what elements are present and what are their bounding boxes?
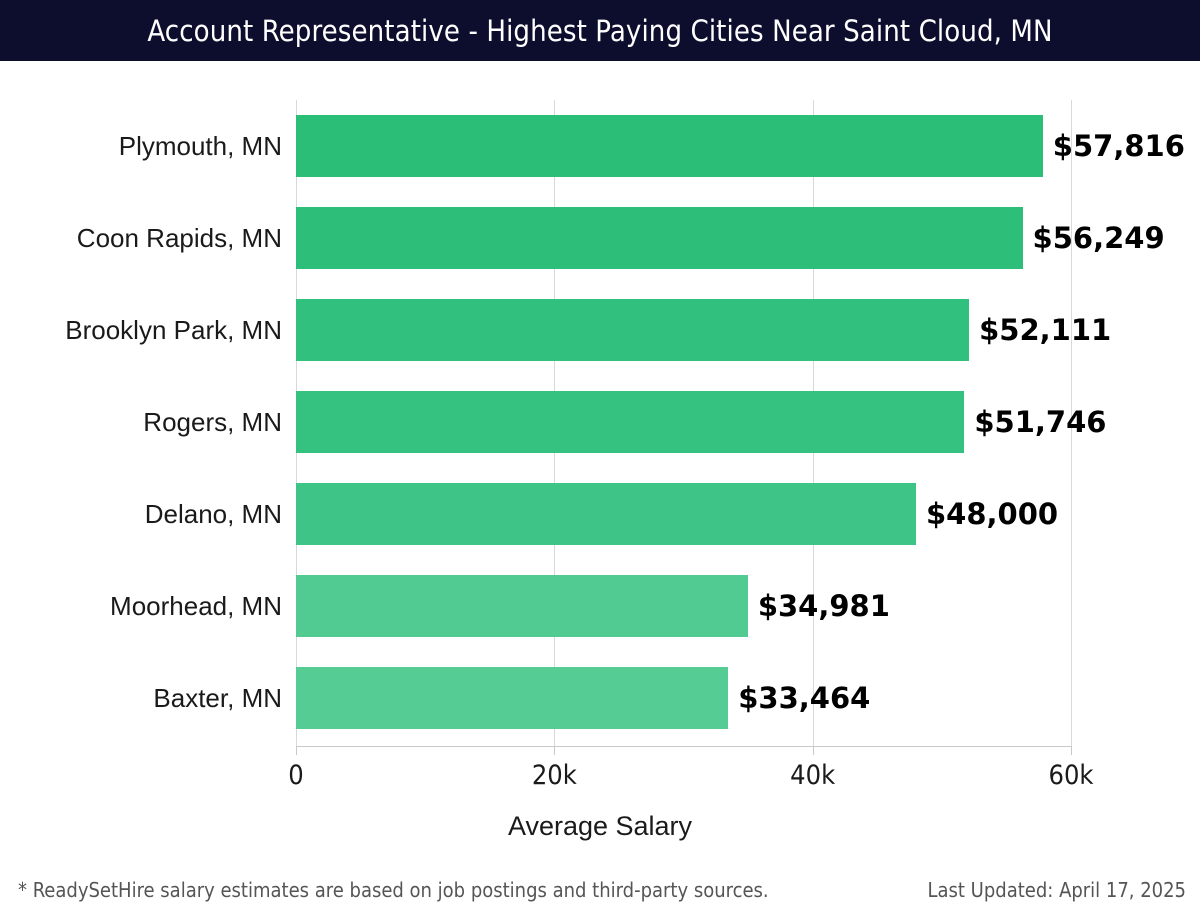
bar-value-label: $51,746	[974, 405, 1107, 439]
bar-row: $52,111	[296, 299, 1111, 361]
category-label-holder: Delano, MN	[0, 483, 282, 545]
bar-row: $33,464	[296, 667, 1071, 729]
bar[interactable]	[296, 483, 916, 545]
bar-value-label: $33,464	[738, 681, 871, 715]
y-axis-category-label: Brooklyn Park, MN	[65, 314, 282, 345]
y-axis-category-label: Delano, MN	[144, 498, 282, 529]
bar[interactable]	[296, 575, 748, 637]
x-tick-mark	[296, 746, 297, 755]
chart-body: $57,816 Plymouth, MN $56,249 Coon Rapids, M…	[0, 61, 1200, 920]
bar-row: $34,981	[296, 575, 1071, 637]
footer-disclaimer: * ReadySetHire salary estimates are base…	[18, 878, 769, 902]
category-label-holder: Rogers, MN	[0, 391, 282, 453]
category-label-holder: Brooklyn Park, MN	[0, 299, 282, 361]
page-title: Account Representative - Highest Paying …	[147, 13, 1053, 48]
bar-value-label: $56,249	[1032, 221, 1165, 255]
y-axis-category-label: Moorhead, MN	[110, 590, 282, 621]
bar-value-label: $52,111	[979, 313, 1112, 347]
bar-row: $57,816	[296, 115, 1185, 177]
bar[interactable]	[296, 207, 1023, 269]
bar-row: $51,746	[296, 391, 1106, 453]
header-banner: Account Representative - Highest Paying …	[0, 0, 1200, 61]
x-tick-label: 20k	[531, 760, 577, 791]
x-tick-label: 0	[288, 760, 304, 791]
bar-value-label: $34,981	[757, 589, 890, 623]
category-label-holder: Coon Rapids, MN	[0, 207, 282, 269]
y-axis-category-label: Baxter, MN	[153, 682, 282, 713]
bar[interactable]	[296, 391, 965, 453]
bar[interactable]	[296, 299, 970, 361]
bar-row: $48,000	[296, 483, 1071, 545]
category-label-holder: Plymouth, MN	[0, 115, 282, 177]
y-axis-category-label: Plymouth, MN	[118, 130, 282, 161]
bar-value-label: $57,816	[1052, 129, 1185, 163]
bar[interactable]	[296, 115, 1043, 177]
bars-layer: $57,816 Plymouth, MN $56,249 Coon Rapids, M…	[65, 100, 1185, 746]
x-tick-mark	[554, 746, 556, 755]
x-axis-title: Average Salary	[507, 811, 693, 841]
footer: * ReadySetHire salary estimates are base…	[0, 878, 1200, 920]
category-label-holder: Baxter, MN	[0, 667, 282, 729]
y-axis-category-label: Coon Rapids, MN	[76, 222, 282, 253]
y-axis-category-label: Rogers, MN	[143, 406, 282, 437]
x-tick-mark	[812, 746, 814, 755]
bar-row: $56,249	[296, 207, 1165, 269]
x-tick-label: 40k	[790, 760, 836, 791]
category-label-holder: Moorhead, MN	[0, 575, 282, 637]
footer-last-updated: Last Updated: April 17, 2025	[927, 878, 1187, 902]
bar-value-label: $48,000	[926, 497, 1059, 531]
x-tick-mark	[1071, 746, 1072, 755]
bar[interactable]	[296, 667, 729, 729]
x-axis-line	[296, 746, 1072, 747]
x-tick-label: 60k	[1048, 760, 1094, 791]
gridline	[1071, 100, 1072, 746]
